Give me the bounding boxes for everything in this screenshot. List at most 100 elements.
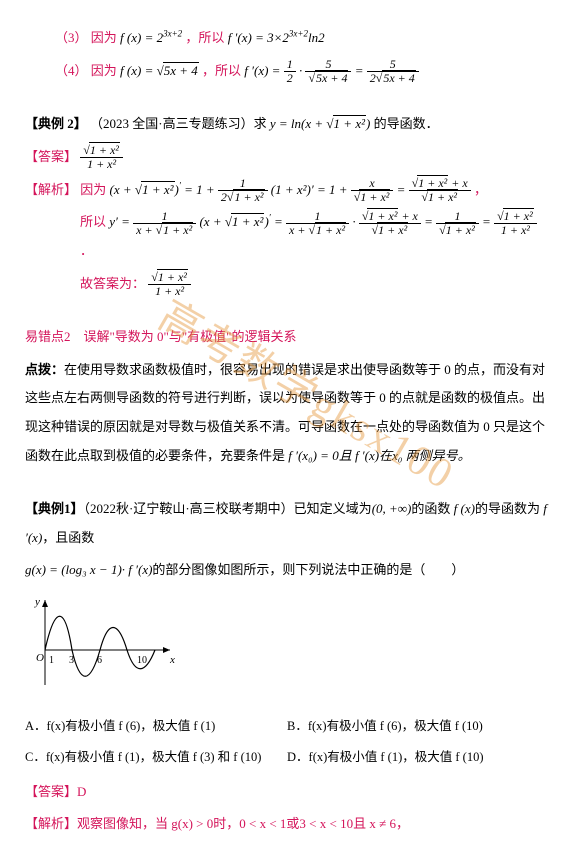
s1-f2: x1 + x² bbox=[351, 177, 394, 204]
ex2-step2: y′ = 1x + √1 + x² (x + 1 + x²)′ = 1x + √… bbox=[109, 214, 536, 229]
s2-f1-den-pre: x + √ bbox=[136, 223, 162, 237]
graph-svg: y x O 13610 bbox=[30, 595, 180, 690]
f3-den: 2√5x + 4 bbox=[367, 72, 419, 85]
ex2-final: 故答案为： 1 + x² 1 + x² bbox=[25, 270, 549, 299]
ex1b-jiexi: 【解析】观察图像知，当 g(x) > 0时，0 < x < 1或3 < x < … bbox=[25, 810, 549, 839]
item4-eq: = bbox=[355, 63, 367, 78]
s2-f2: 1x + √1 + x² bbox=[286, 210, 349, 237]
s2-f3-den-rad: 1 + x² bbox=[377, 222, 408, 237]
curve bbox=[45, 616, 155, 676]
ex2-ans-den: 1 + x² bbox=[80, 158, 123, 171]
x-label: x bbox=[169, 654, 175, 666]
ex2-inner-rad: 1 + x² bbox=[333, 115, 366, 131]
s1-prime: ′ bbox=[179, 180, 181, 190]
f3-den-pre: 2√ bbox=[370, 71, 383, 85]
item3-fx: f (x) = 23x+2 bbox=[120, 30, 185, 45]
s1-eq1: = 1 + bbox=[184, 182, 218, 197]
ex2-tail: 的导函数． bbox=[374, 116, 439, 131]
s2-f2-den: x + √1 + x² bbox=[286, 224, 349, 237]
ex2-ans-label: 【答案】 bbox=[25, 149, 77, 164]
final-num-rad: 1 + x² bbox=[157, 269, 188, 284]
example-2-heading: 【典例 2】 （2023 全国·高三专题练习）求 y = ln(x + 1 + … bbox=[25, 110, 549, 139]
ex2-jiexi-1: 【解析】 因为 (x + 1 + x²)′ = 1 + 12√1 + x² (1… bbox=[25, 176, 549, 205]
ex1b-src-e: 的部分图像如图所示，则下列说法中正确的是（ ） bbox=[152, 562, 464, 577]
ex2-step1: (x + 1 + x²)′ = 1 + 12√1 + x² (1 + x²)′ … bbox=[110, 182, 474, 197]
ex2-func: y = ln(x + 1 + x²) bbox=[270, 115, 374, 131]
ex1b-src-b: 的函数 bbox=[411, 501, 450, 516]
f1-den: 2 bbox=[284, 72, 296, 85]
ex1b-ans-label: 【答案】 bbox=[25, 784, 77, 799]
ex1b-src-d: ，且函数 bbox=[42, 530, 94, 545]
item3-prefix: 因为 bbox=[91, 30, 117, 45]
item4-fpx-lhs: f ′(x) = bbox=[244, 63, 283, 78]
s2-paren-rad: 1 + x² bbox=[231, 213, 264, 229]
sqrt-icon bbox=[439, 223, 445, 237]
y-label: y bbox=[34, 596, 40, 608]
s1-f3-den: 1 + x² bbox=[409, 191, 471, 204]
frac-1: 12 bbox=[284, 58, 296, 85]
s2-eq1: = bbox=[274, 214, 286, 229]
s1-f2-den-rad: 1 + x² bbox=[359, 189, 390, 204]
ex1b-src-a: （2022秋·辽宁鞍山·高三校联考期中）已知定义域为 bbox=[84, 501, 372, 516]
item3-exp1: 3x+2 bbox=[163, 29, 182, 39]
final-pre: 故答案为： bbox=[80, 276, 145, 291]
s1-f3-num-rad: 1 + x² bbox=[417, 175, 448, 190]
item3-fx-base: f (x) = 2 bbox=[120, 30, 163, 45]
option-b: B．f(x)有极小值 f (6)，极大值 f (10) bbox=[287, 711, 549, 743]
sqrt-icon bbox=[497, 209, 503, 223]
s2-f2-den-pre: x + √ bbox=[289, 223, 315, 237]
s2-f4: 11 + x² bbox=[436, 210, 479, 237]
s1-pre: x + bbox=[114, 182, 135, 197]
item4-fx: f (x) = 5x + 4 bbox=[120, 62, 202, 78]
solution-line-3: （3） 因为 f (x) = 23x+2 ，所以 f ′(x) = 3×23x+… bbox=[25, 24, 549, 53]
s2-prime: ′ bbox=[269, 213, 271, 223]
f1-num: 1 bbox=[284, 58, 296, 72]
s2-paren-pre: x + bbox=[204, 214, 225, 229]
item4-prefix: 因为 bbox=[91, 63, 117, 78]
example-1b-line2: g(x) = (log₃ x − 1)· f ′(x)的部分图像如图所示，则下列… bbox=[25, 556, 549, 585]
ex2-jiexi-pre: 因为 bbox=[80, 182, 106, 197]
item4-label: （4） bbox=[55, 63, 88, 78]
s2-f1-den-rad: 1 + x² bbox=[162, 222, 193, 237]
item4-mid: ，所以 bbox=[202, 63, 241, 78]
s1-comma: ， bbox=[474, 182, 487, 197]
sqrt-icon bbox=[326, 116, 332, 131]
ex2-answer: 【答案】 1 + x² 1 + x² bbox=[25, 143, 549, 172]
ex1b-jiexi-label: 【解析】 bbox=[25, 816, 77, 831]
mistake-title: 易错点2 误解"导数为 0"与"有极值"的逻辑关系 bbox=[25, 323, 549, 352]
final-frac: 1 + x² 1 + x² bbox=[148, 271, 191, 298]
s2-f4-den: 1 + x² bbox=[436, 224, 479, 237]
s2-period: ． bbox=[80, 243, 93, 258]
ex1b-domain: (0, +∞) bbox=[372, 501, 412, 516]
sqrt-icon bbox=[157, 63, 163, 78]
ex1b-answer: 【答案】D bbox=[25, 778, 549, 807]
ex2-jiexi-label: 【解析】 bbox=[25, 182, 77, 197]
s1-rad: 1 + x² bbox=[141, 181, 174, 197]
x-arrow-icon bbox=[163, 647, 170, 653]
graph: y x O 13610 bbox=[30, 595, 549, 701]
s2-f3-den: 1 + x² bbox=[359, 224, 421, 237]
ex2-inner-pre: x + bbox=[305, 116, 326, 131]
mistake-body: 点拨：在使用导数求函数极值时，很容易出现的错误是求出使导函数等于 0 的点，而没… bbox=[25, 356, 549, 470]
ex1b-fx: f (x) bbox=[450, 501, 475, 516]
s2-f2-den-rad: 1 + x² bbox=[315, 222, 346, 237]
example-1b-heading: 【典例1】（2022秋·辽宁鞍山·高三校联考期中）已知定义域为(0, +∞)的函… bbox=[25, 495, 549, 552]
f3-den-rad: 5x + 4 bbox=[382, 70, 415, 85]
origin-label: O bbox=[36, 652, 44, 664]
frac-3: 52√5x + 4 bbox=[367, 58, 419, 85]
ex2-func-lhs: y = ln bbox=[270, 116, 301, 131]
options: A．f(x)有极小值 f (6)，极大值 f (1) B．f(x)有极小值 f … bbox=[25, 711, 549, 774]
s2-f3-num-tail: + x bbox=[398, 209, 417, 223]
final-den: 1 + x² bbox=[148, 285, 191, 298]
s2-f1: 1x + √1 + x² bbox=[133, 210, 196, 237]
y-arrow-icon bbox=[42, 600, 48, 607]
s1-f3-den-rad: 1 + x² bbox=[427, 189, 458, 204]
s2-pre: 所以 bbox=[80, 214, 106, 229]
s2-f4-den-rad: 1 + x² bbox=[445, 222, 476, 237]
item3-exp2: 3x+2 bbox=[289, 29, 308, 39]
ex1b-src-c: 的导函数为 bbox=[475, 501, 540, 516]
s2-f3-num-rad: 1 + x² bbox=[367, 208, 398, 223]
item3-fpx: f ′(x) = 3×23x+2ln2 bbox=[228, 30, 325, 45]
s1-f1-den: 2√1 + x² bbox=[218, 191, 268, 204]
item3-mid: ，所以 bbox=[185, 30, 224, 45]
